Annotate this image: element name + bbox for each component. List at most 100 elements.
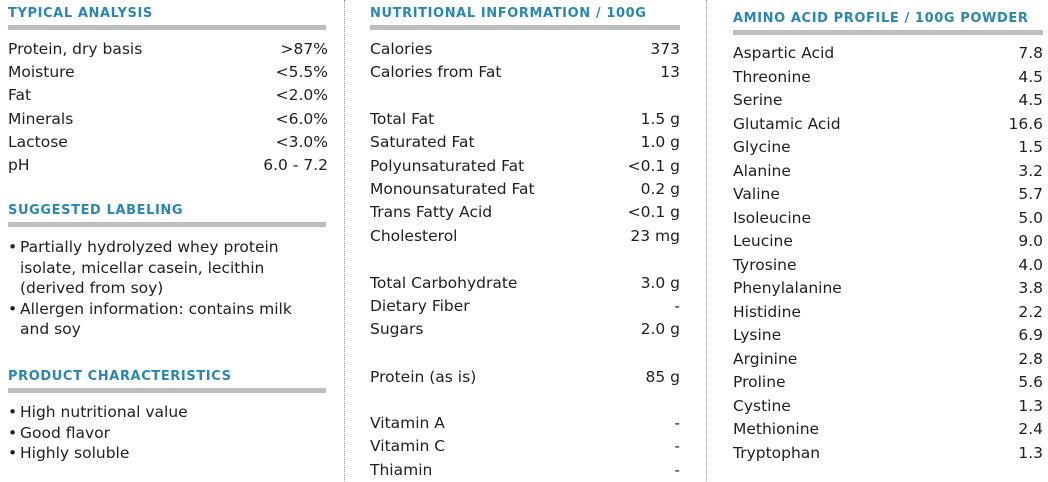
- row-value: 4.0: [1018, 255, 1043, 274]
- table-row: Protein (as is) 85 g: [370, 367, 680, 387]
- row-value: >87%: [280, 40, 328, 58]
- table-row: Lysine 6.9: [733, 325, 1043, 345]
- row-label: Saturated Fat: [370, 133, 475, 151]
- amino-acid-profile-rule: [733, 30, 1043, 35]
- row-value: 3.0 g: [640, 274, 680, 292]
- typical-analysis-heading: TYPICAL ANALYSIS: [8, 6, 153, 21]
- table-row: Methionine 2.4: [733, 419, 1043, 439]
- row-value: <0.1 g: [627, 157, 680, 175]
- row-value: -: [674, 297, 680, 315]
- row-value: 7.8: [1018, 44, 1043, 62]
- row-value: 4.5: [1018, 67, 1043, 86]
- row-value: 1.5 g: [640, 110, 680, 128]
- row-label: Glutamic Acid: [733, 114, 841, 133]
- row-value: 2.2: [1018, 302, 1043, 321]
- row-label: Trans Fatty Acid: [370, 203, 493, 221]
- nutritional-information-heading: NUTRITIONAL INFORMATION / 100G: [370, 6, 647, 21]
- row-label: Valine: [733, 185, 780, 203]
- row-label: Vitamin C: [370, 437, 446, 455]
- row-label: Vitamin A: [370, 414, 445, 432]
- row-value: 5.0: [1018, 208, 1043, 227]
- table-row: Total Carbohydrate 3.0 g: [370, 273, 680, 293]
- column-divider-right: [706, 0, 707, 482]
- table-row: Glycine 1.5: [733, 137, 1043, 157]
- row-value: <5.5%: [275, 63, 328, 81]
- row-label: Moisture: [8, 63, 75, 81]
- row-label: Alanine: [733, 161, 791, 180]
- row-value: 1.5: [1018, 138, 1043, 156]
- row-value: 2.8: [1018, 349, 1043, 368]
- suggested-labeling-heading: SUGGESTED LABELING: [8, 203, 184, 218]
- row-value: <2.0%: [275, 86, 328, 104]
- row-label: Methionine: [733, 420, 820, 438]
- row-label: Total Fat: [370, 110, 435, 128]
- list-item: • Highly soluble: [8, 444, 130, 462]
- table-row: Minerals <6.0%: [8, 109, 328, 129]
- suggested-labeling-rule: [8, 222, 326, 227]
- row-value: 85 g: [645, 368, 681, 386]
- table-row: Sugars 2.0 g: [370, 319, 680, 339]
- row-label: Proline: [733, 373, 786, 391]
- row-label: Dietary Fiber: [370, 297, 470, 315]
- row-value: 1.3: [1018, 396, 1043, 415]
- table-row: Valine 5.7: [733, 184, 1043, 204]
- row-label: Calories from Fat: [370, 63, 502, 81]
- row-label: Total Carbohydrate: [370, 274, 518, 292]
- row-label: Tryptophan: [733, 443, 821, 462]
- row-label: Aspartic Acid: [733, 44, 835, 62]
- table-row: Monounsaturated Fat 0.2 g: [370, 179, 680, 199]
- table-row: Calories from Fat 13: [370, 62, 680, 82]
- table-row: Lactose <3.0%: [8, 132, 328, 152]
- row-value: <6.0%: [275, 110, 328, 128]
- row-value: 3.8: [1018, 279, 1043, 297]
- row-label: Protein, dry basis: [8, 40, 143, 58]
- table-row: Proline 5.6: [733, 372, 1043, 392]
- row-value: 373: [650, 40, 680, 58]
- row-value: 23 mg: [630, 227, 680, 245]
- suggested-labeling-list: • Partially hydrolyzed whey protein isola…: [8, 237, 308, 340]
- table-row: Moisture <5.5%: [8, 62, 328, 82]
- row-label: Lactose: [8, 133, 68, 151]
- row-value: 1.0 g: [640, 133, 680, 151]
- table-row: Isoleucine 5.0: [733, 208, 1043, 228]
- row-label: Glycine: [733, 138, 791, 156]
- row-label: Monounsaturated Fat: [370, 180, 535, 198]
- row-value: 4.5: [1018, 91, 1043, 109]
- row-label: Minerals: [8, 110, 74, 128]
- product-characteristics-rule: [8, 388, 326, 393]
- list-item: • Partially hydrolyzed whey protein isola…: [8, 238, 279, 297]
- row-label: Tyrosine: [733, 255, 797, 274]
- row-label: Thiamin: [370, 461, 433, 479]
- table-row: Tryptophan 1.3: [733, 443, 1043, 463]
- amino-acid-profile-heading: AMINO ACID PROFILE / 100G POWDER: [733, 11, 1029, 26]
- row-value: -: [674, 414, 680, 432]
- row-value: 2.4: [1018, 420, 1043, 438]
- row-label: Fat: [8, 86, 32, 104]
- table-row: Polyunsaturated Fat <0.1 g: [370, 156, 680, 176]
- list-item: • Good flavor: [8, 423, 111, 442]
- row-value: 16.6: [1008, 114, 1043, 133]
- list-item: • Allergen information: contains milk and…: [8, 299, 292, 339]
- table-row: Tyrosine 4.0: [733, 255, 1043, 275]
- table-row: Fat <2.0%: [8, 85, 328, 105]
- row-label: Leucine: [733, 232, 793, 250]
- table-row: pH 6.0 - 7.2: [8, 155, 328, 175]
- table-row: Serine 4.5: [733, 90, 1043, 110]
- table-row: Leucine 9.0: [733, 231, 1043, 251]
- table-row: Saturated Fat 1.0 g: [370, 132, 680, 152]
- row-label: Phenylalanine: [733, 279, 842, 297]
- row-value: 5.7: [1018, 185, 1043, 203]
- row-label: Serine: [733, 91, 783, 109]
- table-row: Vitamin A -: [370, 413, 680, 433]
- row-label: Polyunsaturated Fat: [370, 157, 525, 175]
- table-row: Thiamin -: [370, 460, 680, 480]
- table-row: Protein, dry basis >87%: [8, 39, 328, 59]
- table-row: Calories 373: [370, 39, 680, 59]
- row-label: pH: [8, 156, 30, 174]
- table-row: Vitamin C -: [370, 436, 680, 456]
- table-row: Dietary Fiber -: [370, 296, 680, 316]
- row-value: <0.1 g: [627, 203, 680, 221]
- row-label: Cystine: [733, 396, 791, 415]
- row-label: Calories: [370, 40, 433, 58]
- row-value: 9.0: [1018, 232, 1043, 250]
